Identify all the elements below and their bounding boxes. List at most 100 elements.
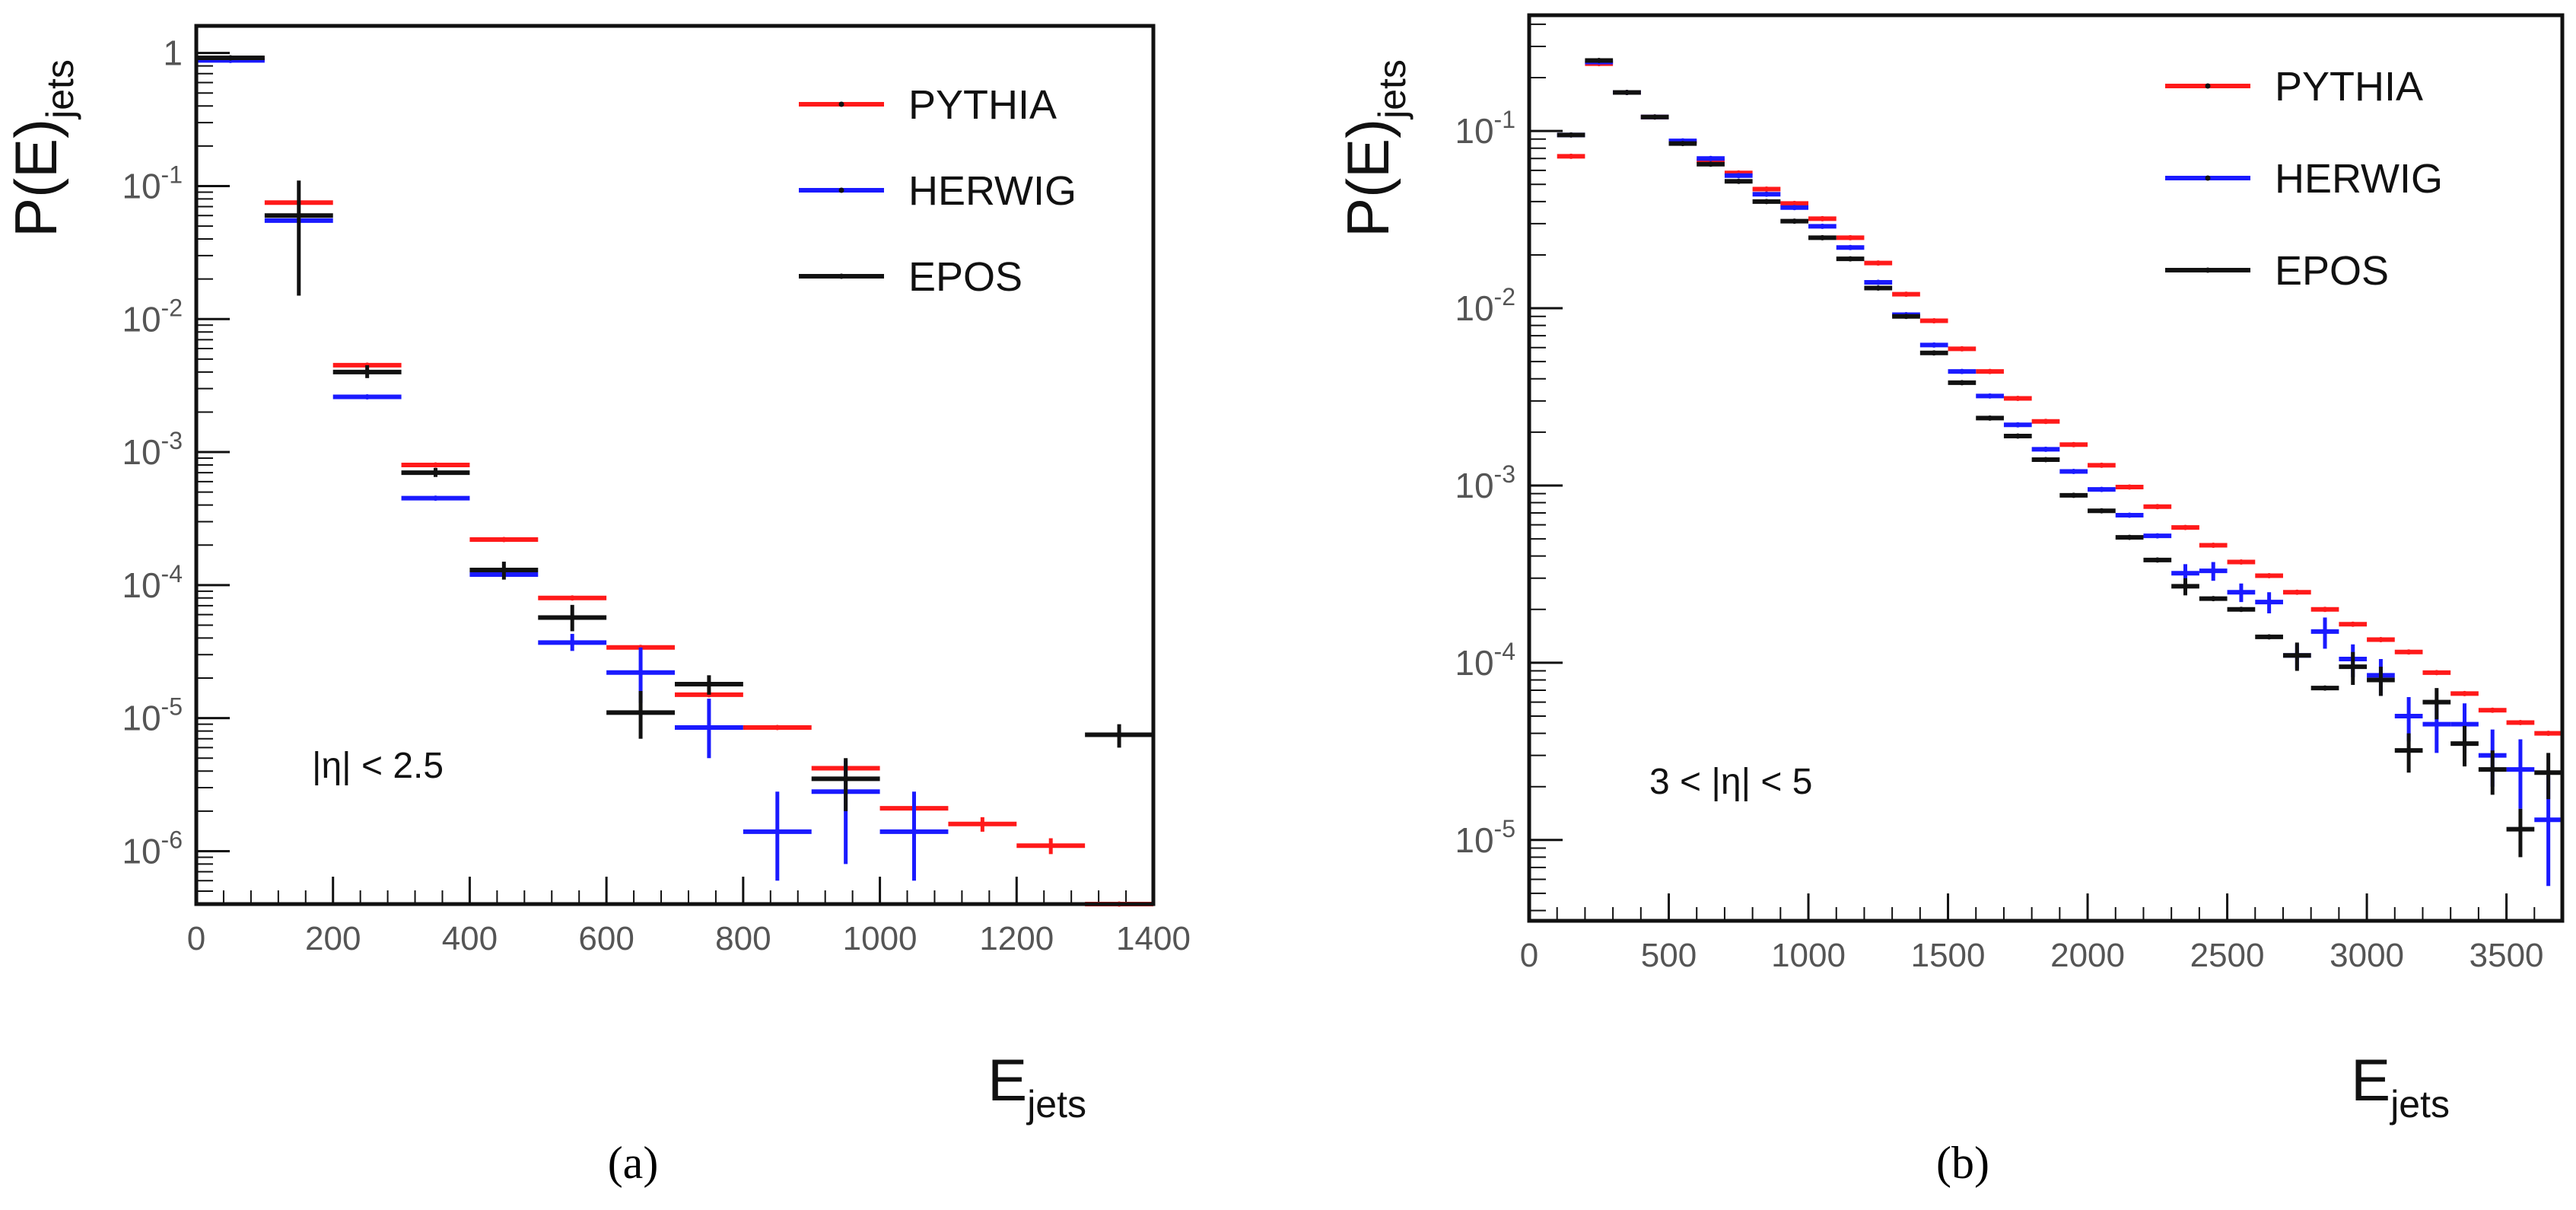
pythia-point [569, 595, 575, 601]
herwig-point [2155, 533, 2161, 539]
pythia-point [774, 724, 781, 731]
herwig-point [2126, 512, 2132, 518]
chart-a-frame [194, 24, 1156, 906]
chart-a-legend: PYTHIA HERWIG EPOS [799, 82, 1077, 300]
y-tick-base: 10 [122, 166, 161, 205]
epos-point [1931, 350, 1937, 356]
chart-panel-a: 0 200 400 600 800 1000 1200 140010-610-510-410-… [2, 24, 1191, 1188]
herwig-point [638, 670, 644, 676]
x-tick-label: 2500 [2190, 937, 2265, 974]
herwig-point [2517, 766, 2524, 772]
epos-point [1763, 199, 1770, 205]
epos-point [2350, 664, 2356, 670]
herwig-point [2183, 570, 2189, 576]
epos-point [1819, 234, 1825, 240]
epos-point [1847, 256, 1853, 262]
epos-point [2155, 557, 2161, 563]
chart-a-ticks: 0 200 400 600 800 1000 1200 140010-610-510-410-… [122, 33, 1191, 957]
y-tick-base: 10 [1455, 111, 1493, 151]
herwig-point [364, 394, 370, 400]
x-tick-label: 500 [1641, 937, 1697, 974]
pythia-point [1792, 200, 1798, 206]
legend-swatch-dot [2205, 175, 2211, 181]
y-axis-label-main: P(E) [2, 119, 69, 237]
pythia-point [2517, 719, 2524, 725]
herwig-point [706, 724, 712, 731]
x-tick-label: 1000 [1771, 937, 1846, 974]
y-tick-exponent: -6 [161, 826, 183, 853]
herwig-point [1931, 342, 1937, 348]
y-tick-label: 1 [163, 33, 183, 73]
pythia-point [1987, 368, 1993, 374]
pythia-point [1959, 345, 1965, 352]
epos-point [1959, 380, 1965, 386]
pythia-point [2043, 419, 2049, 425]
epos-point [2098, 508, 2104, 514]
chart-panel-b: 0 500 1000 1500 2000 2500 3000 350010-510-410-3… [1334, 13, 2565, 1188]
pythia-point [1903, 291, 1909, 298]
x-tick-label: 2000 [2050, 937, 2125, 974]
pythia-point [2322, 607, 2328, 613]
herwig-point [911, 829, 917, 835]
epos-point [2546, 769, 2552, 775]
x-tick-label: 1500 [1911, 937, 1986, 974]
legend-label-epos: EPOS [908, 254, 1022, 300]
pythia-point [2294, 589, 2300, 595]
legend-swatch-dot [2205, 267, 2211, 273]
y-tick-base: 10 [122, 699, 161, 738]
pythia-point [2489, 707, 2495, 713]
y-tick-exponent: -3 [161, 427, 183, 454]
eta-range-annotation: 3 < |η| < 5 [1649, 762, 1812, 802]
herwig-point [2322, 629, 2328, 635]
epos-point [638, 709, 644, 715]
epos-point [296, 212, 302, 218]
epos-point [2434, 699, 2440, 705]
pythia-point [2406, 649, 2412, 655]
epos-point [2266, 634, 2272, 640]
y-tick-exponent: -1 [161, 161, 183, 188]
y-tick-base: 10 [1455, 288, 1493, 328]
epos-point [2071, 492, 2077, 498]
herwig-point [2406, 713, 2412, 719]
herwig-point [433, 495, 438, 502]
epos-point [2294, 652, 2300, 658]
y-tick-label: 10-1 [1455, 106, 1515, 151]
legend-swatch-dot [838, 101, 844, 107]
chart-b-legend: PYTHIA HERWIG EPOS [2165, 64, 2443, 294]
y-tick-base: 10 [1455, 820, 1493, 860]
x-tick-label: 1200 [979, 920, 1054, 957]
pythia-point [2155, 504, 2161, 510]
pythia-point [1875, 260, 1881, 266]
x-axis-label-sub: jets [2389, 1083, 2450, 1126]
herwig-point [2071, 469, 2077, 475]
pythia-point [2126, 484, 2132, 490]
x-axis-label: Ejets [987, 1046, 1086, 1126]
herwig-point [1959, 368, 1965, 374]
pythia-point [433, 462, 438, 468]
legend-label-pythia: PYTHIA [2275, 64, 2423, 110]
herwig-point [2238, 589, 2244, 595]
y-tick-label: 10-4 [1455, 638, 1515, 683]
epos-point [2238, 607, 2244, 613]
y-axis-label: P(E)jets [1334, 59, 1414, 237]
x-tick-label: 1400 [1116, 920, 1191, 957]
epos-point [1903, 314, 1909, 320]
epos-point [2462, 740, 2468, 747]
pythia-point [2462, 690, 2468, 696]
herwig-point [1763, 191, 1770, 197]
y-tick-exponent: -3 [1494, 460, 1515, 488]
y-tick-label: 10-2 [1455, 283, 1515, 328]
y-tick-base: 10 [122, 432, 161, 472]
pythia-point [2183, 524, 2189, 530]
herwig-point [774, 829, 781, 835]
herwig-point [2210, 568, 2216, 574]
legend-label-herwig: HERWIG [2275, 156, 2443, 202]
herwig-point [1792, 205, 1798, 211]
herwig-point [1847, 244, 1853, 250]
epos-point [364, 369, 370, 375]
epos-point [1568, 132, 1574, 138]
epos-point [569, 615, 575, 621]
y-tick-base: 10 [122, 299, 161, 339]
